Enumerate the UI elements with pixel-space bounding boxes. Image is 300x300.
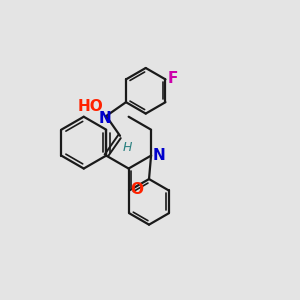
Text: N: N xyxy=(99,111,111,126)
Text: HO: HO xyxy=(78,99,104,114)
Text: N: N xyxy=(152,148,165,163)
Text: H: H xyxy=(123,140,132,154)
Text: O: O xyxy=(130,182,143,197)
Text: F: F xyxy=(167,71,178,86)
